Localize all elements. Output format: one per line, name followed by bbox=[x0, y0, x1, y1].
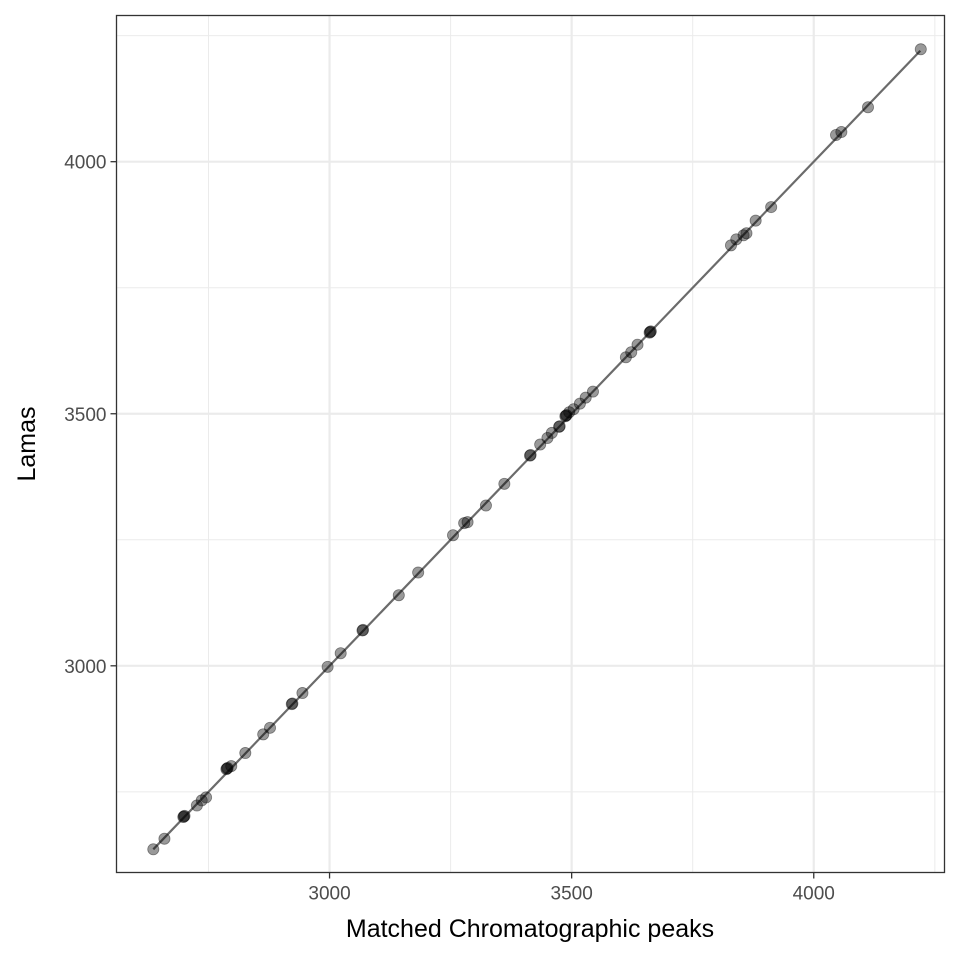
data-point bbox=[545, 426, 558, 439]
data-point bbox=[644, 325, 657, 338]
identity-line-path bbox=[152, 50, 922, 851]
data-point bbox=[200, 791, 213, 804]
data-point bbox=[178, 809, 191, 822]
data-point bbox=[356, 624, 369, 637]
data-point bbox=[447, 529, 460, 542]
data-point bbox=[740, 227, 753, 240]
y-tick-label: 3500 bbox=[64, 405, 106, 426]
data-point bbox=[559, 410, 572, 423]
x-axis-title: Matched Chromatographic peaks bbox=[346, 915, 714, 943]
data-point bbox=[643, 326, 656, 339]
data-point bbox=[221, 762, 234, 775]
data-point bbox=[195, 794, 208, 807]
data-point bbox=[724, 239, 737, 252]
data-point bbox=[563, 406, 576, 419]
data-point bbox=[334, 647, 347, 660]
y-axis: 3000 3500 4000 bbox=[64, 153, 117, 678]
data-point bbox=[567, 403, 580, 416]
data-point bbox=[765, 201, 778, 214]
data-point bbox=[257, 728, 270, 741]
data-point bbox=[586, 385, 599, 398]
data-point bbox=[225, 760, 238, 773]
data-point bbox=[285, 698, 298, 711]
data-point bbox=[914, 43, 927, 56]
data-point bbox=[221, 761, 234, 774]
x-tick-label: 4000 bbox=[793, 884, 835, 905]
x-tick-label: 3500 bbox=[551, 884, 593, 905]
data-point bbox=[498, 477, 511, 490]
data-point bbox=[461, 516, 474, 529]
data-point bbox=[220, 763, 233, 776]
y-axis-title: Lamas bbox=[13, 406, 41, 481]
data-point bbox=[541, 431, 554, 444]
data-point bbox=[357, 623, 370, 636]
data-point bbox=[412, 566, 425, 579]
y-tick-label: 3000 bbox=[64, 657, 106, 678]
data-point bbox=[579, 391, 592, 404]
data-point bbox=[559, 409, 572, 422]
data-point bbox=[458, 517, 471, 530]
data-point bbox=[190, 799, 203, 812]
data-point bbox=[737, 229, 750, 242]
data-point bbox=[830, 128, 843, 141]
data-point bbox=[177, 811, 190, 824]
minor-gridlines bbox=[116, 15, 945, 873]
data-point bbox=[479, 499, 492, 512]
data-point bbox=[321, 660, 334, 673]
data-point bbox=[553, 420, 566, 433]
data-point bbox=[644, 325, 657, 338]
data-point bbox=[573, 397, 586, 410]
identity-line bbox=[152, 50, 922, 851]
data-point bbox=[147, 843, 160, 856]
data-point bbox=[263, 721, 276, 734]
data-point bbox=[560, 409, 573, 422]
x-axis: 3000 3500 4000 bbox=[308, 872, 835, 905]
data-point bbox=[158, 832, 171, 845]
data-points bbox=[147, 43, 927, 856]
panel-background bbox=[116, 15, 945, 873]
y-tick-label: 4000 bbox=[64, 153, 106, 174]
data-point bbox=[524, 448, 537, 461]
panel-border bbox=[115, 14, 946, 874]
data-point bbox=[553, 420, 566, 433]
data-point bbox=[861, 101, 874, 114]
major-gridlines bbox=[116, 15, 945, 873]
data-point bbox=[177, 810, 190, 823]
data-point bbox=[835, 125, 848, 138]
data-point bbox=[625, 346, 638, 359]
data-point bbox=[296, 687, 309, 700]
data-point bbox=[239, 747, 252, 760]
data-point bbox=[534, 438, 547, 451]
data-point bbox=[392, 589, 405, 602]
data-point bbox=[749, 214, 762, 227]
data-point bbox=[619, 351, 632, 364]
x-tick-label: 3000 bbox=[308, 884, 350, 905]
data-point bbox=[524, 449, 537, 462]
data-point bbox=[286, 697, 299, 710]
data-point bbox=[730, 233, 743, 246]
data-point bbox=[631, 338, 644, 351]
plot-panel bbox=[115, 14, 946, 874]
